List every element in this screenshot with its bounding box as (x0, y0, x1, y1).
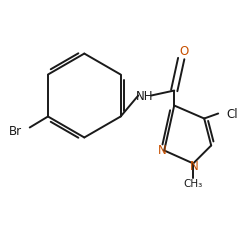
Text: N: N (158, 143, 167, 156)
Text: O: O (180, 45, 189, 58)
Text: N: N (190, 159, 199, 172)
Text: CH₃: CH₃ (184, 179, 203, 189)
Text: Br: Br (9, 125, 22, 137)
Text: NH: NH (135, 90, 153, 103)
Text: Cl: Cl (226, 108, 238, 121)
